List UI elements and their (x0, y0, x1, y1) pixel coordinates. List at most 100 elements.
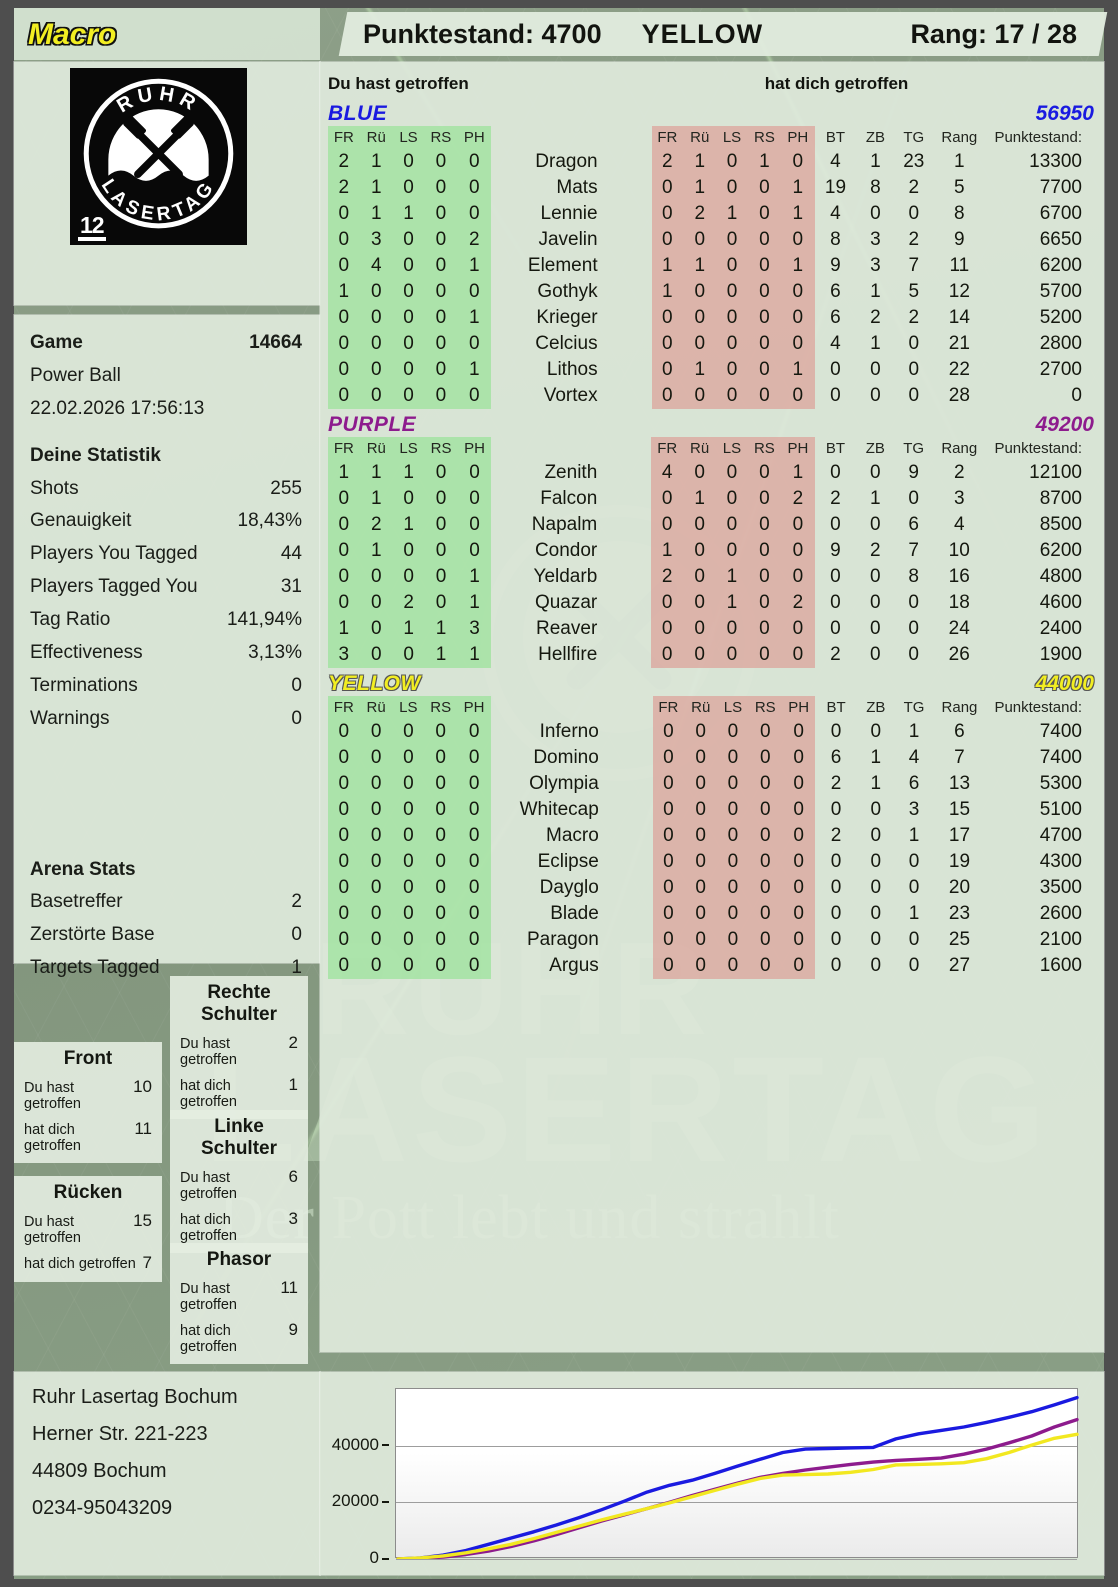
table-row[interactable]: 2 1 0 0 0 Mats 0 1 0 0 1 19 8 2 5 7700 (328, 175, 1096, 201)
table-row[interactable]: 3 0 0 1 1 Hellfire 0 0 0 0 0 2 0 0 26 1900 (328, 642, 1096, 668)
cell-you-hit: 0 (424, 719, 458, 745)
cell-hit-you: 0 (683, 460, 717, 486)
cell-player-name: Hellfire (538, 644, 598, 665)
cell-tg: 0 (908, 877, 920, 898)
table-row[interactable]: 0 0 0 0 1 Yeldarb 2 0 1 0 0 0 0 8 16 4800 (328, 564, 1096, 590)
cell-you-hit: 2 (457, 227, 492, 253)
cell-you-hit: 2 (328, 175, 360, 201)
hitbox-row-value: 7 (142, 1253, 152, 1272)
cell-you-hit: 0 (359, 953, 393, 979)
table-row[interactable]: 0 0 0 0 0 Celcius 0 0 0 0 0 4 1 0 21 2800 (328, 331, 1096, 357)
table-row[interactable]: 0 0 0 0 0 Domino 0 0 0 0 0 6 1 4 7 7400 (328, 745, 1096, 771)
col-header-you-hit-FR: FR (328, 696, 360, 719)
cell-hit-you: 1 (683, 253, 717, 279)
cell-hit-you: 0 (747, 564, 782, 590)
cell-player-name: Krieger (536, 307, 598, 328)
cell-tg: 0 (908, 644, 919, 665)
hitbox-row: hat dich getroffen 7 (24, 1253, 152, 1273)
cell-rang: 18 (948, 592, 970, 613)
table-row[interactable]: 0 0 0 0 1 Krieger 0 0 0 0 0 6 2 2 14 5200 (328, 305, 1096, 331)
table-row[interactable]: 0 4 0 0 1 Element 1 1 0 0 1 9 3 7 11 6200 (328, 253, 1096, 279)
table-row[interactable]: 0 0 0 0 0 Dayglo 0 0 0 0 0 0 0 0 20 3500 (328, 875, 1096, 901)
cell-you-hit: 0 (457, 460, 492, 486)
cell-rang: 10 (948, 540, 970, 561)
cell-hit-you: 0 (717, 953, 749, 979)
table-row[interactable]: 0 0 2 0 1 Quazar 0 0 1 0 2 0 0 0 18 4600 (328, 590, 1096, 616)
table-row[interactable]: 0 0 0 0 0 Eclipse 0 0 0 0 0 0 0 0 19 4300 (328, 849, 1096, 875)
col-header-rang: Rang (941, 699, 978, 716)
table-row[interactable]: 2 1 0 0 0 Dragon 2 1 0 1 0 4 1 23 1 13300 (328, 149, 1096, 175)
cell-bt: 4 (830, 333, 841, 354)
cell-hit-you: 0 (748, 875, 782, 901)
cell-hit-you: 0 (716, 383, 748, 409)
table-row[interactable]: 1 0 1 1 3 Reaver 0 0 0 0 0 0 0 0 24 2400 (328, 616, 1096, 642)
cell-rang: 1 (954, 151, 965, 172)
cell-hit-you: 0 (683, 512, 717, 538)
cell-hit-you: 0 (684, 927, 718, 953)
table-row[interactable]: 0 0 0 0 1 Lithos 0 1 0 0 1 0 0 0 22 2700 (328, 357, 1096, 383)
stat-row: Players You Tagged 44 (14, 538, 320, 571)
cell-zb: 8 (870, 177, 881, 198)
player-header-panel (14, 8, 320, 60)
cell-you-hit: 0 (424, 175, 458, 201)
cell-rang: 15 (948, 799, 971, 820)
table-row[interactable]: 0 0 0 0 0 Inferno 0 0 0 0 0 0 0 1 6 7400 (328, 719, 1096, 745)
cell-zb: 0 (870, 955, 882, 976)
cell-you-hit: 0 (392, 357, 425, 383)
cell-zb: 1 (870, 747, 882, 768)
cell-zb: 1 (870, 151, 881, 172)
table-row[interactable]: 0 1 0 0 0 Falcon 0 1 0 0 2 2 1 0 3 8700 (328, 486, 1096, 512)
cell-you-hit: 0 (457, 823, 491, 849)
cell-tg: 9 (908, 462, 919, 483)
cell-you-hit: 1 (359, 538, 393, 564)
cell-gap (613, 719, 653, 745)
cell-rang: 12 (948, 281, 970, 302)
cell-you-hit: 1 (457, 305, 492, 331)
hitbox-row: Du hast getroffen 2 (180, 1033, 298, 1068)
cell-bt: 6 (830, 307, 841, 328)
table-row[interactable]: 0 2 1 0 0 Napalm 0 0 0 0 0 0 0 6 4 8500 (328, 512, 1096, 538)
team-title-row: YELLOW 44000 (320, 670, 1104, 696)
cell-hit-you: 0 (684, 875, 718, 901)
col-header-hit-you-Rü: Rü (684, 696, 718, 719)
cell-gap (612, 175, 652, 201)
cell-hit-you: 0 (781, 149, 815, 175)
cell-hit-you: 1 (747, 149, 782, 175)
cell-you-hit: 0 (392, 875, 425, 901)
table-row[interactable]: 0 0 0 0 0 Whitecap 0 0 0 0 0 0 0 3 15 5100 (328, 797, 1096, 823)
hitbox-row: Du hast getroffen 10 (24, 1077, 152, 1112)
table-row[interactable]: 0 0 0 0 0 Blade 0 0 0 0 0 0 0 1 23 2600 (328, 901, 1096, 927)
table-row[interactable]: 0 0 0 0 0 Macro 0 0 0 0 0 2 0 1 17 4700 (328, 823, 1096, 849)
table-row[interactable]: 0 1 1 0 0 Lennie 0 2 1 0 1 4 0 0 8 6700 (328, 201, 1096, 227)
col-header-hit-you-FR: FR (652, 696, 685, 719)
cell-you-hit: 0 (328, 745, 360, 771)
cell-player-name: Zenith (544, 462, 598, 483)
table-row[interactable]: 0 0 0 0 0 Vortex 0 0 0 0 0 0 0 0 28 0 (328, 383, 1096, 409)
cell-you-hit: 1 (457, 357, 492, 383)
table-row[interactable]: 0 0 0 0 0 Argus 0 0 0 0 0 0 0 0 27 1600 (328, 953, 1096, 979)
game-id: 14664 (249, 332, 302, 353)
cell-bt: 0 (830, 514, 841, 535)
cell-you-hit: 0 (359, 719, 393, 745)
hitbox-row-label: hat dich getroffen (180, 1078, 237, 1110)
stats-panel: Game 14664 Power Ball 22.02.2026 17:56:1… (14, 315, 320, 978)
cell-player-name: Gothyk (537, 281, 598, 302)
cell-you-hit: 0 (457, 383, 492, 409)
table-row[interactable]: 1 0 0 0 0 Gothyk 1 0 0 0 0 6 1 5 12 5700 (328, 279, 1096, 305)
hitbox-title: Rücken (53, 1182, 123, 1203)
cell-gap (612, 383, 652, 409)
cell-hit-you: 0 (747, 305, 782, 331)
hitbox-ruecken: Rücken Du hast getroffen 15 hat dich getrof… (14, 1176, 162, 1282)
table-row[interactable]: 0 3 0 0 2 Javelin 0 0 0 0 0 8 3 2 9 6650 (328, 227, 1096, 253)
cell-hit-you: 0 (781, 512, 815, 538)
table-row[interactable]: 1 1 1 0 0 Zenith 4 0 0 0 1 0 0 9 2 12100 (328, 460, 1096, 486)
cell-you-hit: 0 (424, 227, 458, 253)
cell-rang: 28 (948, 385, 970, 406)
cell-hit-you: 0 (651, 305, 684, 331)
cell-hit-you: 0 (683, 331, 717, 357)
cell-you-hit: 0 (457, 149, 492, 175)
table-row[interactable]: 0 0 0 0 0 Paragon 0 0 0 0 0 0 0 0 25 2100 (328, 927, 1096, 953)
table-row[interactable]: 0 1 0 0 0 Condor 1 0 0 0 0 9 2 7 10 6200 (328, 538, 1096, 564)
table-row[interactable]: 0 0 0 0 0 Olympia 0 0 0 0 0 2 1 6 13 5300 (328, 771, 1096, 797)
cell-hit-you: 0 (781, 797, 816, 823)
